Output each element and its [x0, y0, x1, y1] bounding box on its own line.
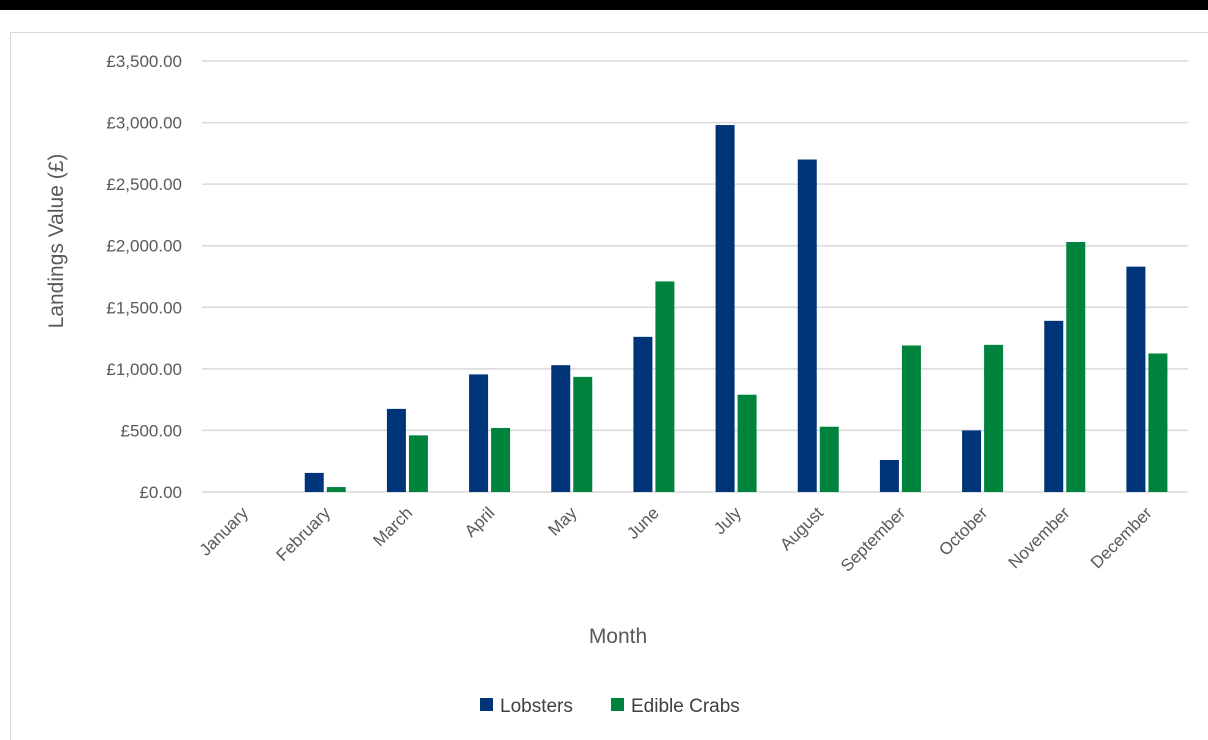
bar-edible-crabs-june: [655, 281, 675, 492]
y-tick-label: £0.00: [139, 483, 182, 502]
bar-edible-crabs-july: [737, 394, 757, 492]
bar-lobsters-august: [797, 159, 817, 492]
y-tick-label: £1,000.00: [106, 360, 182, 379]
x-tick-label: June: [623, 503, 663, 543]
bar-edible-crabs-september: [901, 345, 921, 492]
bar-lobsters-october: [962, 430, 982, 492]
bar-edible-crabs-august: [819, 426, 839, 492]
y-tick-label: £3,500.00: [106, 52, 182, 71]
bar-edible-crabs-november: [1066, 242, 1086, 492]
bar-lobsters-june: [633, 336, 653, 492]
x-tick-label: September: [837, 503, 909, 575]
bar-edible-crabs-december: [1148, 353, 1168, 492]
bar-lobsters-july: [715, 125, 735, 492]
legend-label-edible-crabs: Edible Crabs: [631, 696, 740, 717]
legend-label-lobsters: Lobsters: [500, 696, 573, 717]
x-tick-label: November: [1005, 503, 1074, 572]
bar-edible-crabs-april: [491, 427, 511, 492]
gridlines: [202, 60, 1188, 493]
x-tick-label: April: [461, 503, 498, 540]
bar-lobsters-march: [386, 408, 406, 492]
x-tick-label: December: [1087, 503, 1156, 572]
bar-lobsters-may: [551, 365, 571, 492]
bar-lobsters-september: [879, 459, 899, 492]
bar-edible-crabs-february: [326, 487, 346, 492]
x-tick-label: January: [196, 503, 253, 560]
bar-lobsters-february: [304, 472, 324, 492]
x-tick-label: March: [369, 503, 416, 550]
y-tick-label: £2,000.00: [106, 237, 182, 256]
x-tick-label: May: [544, 503, 580, 539]
chart-frame: [10, 32, 1208, 740]
bar-edible-crabs-october: [984, 344, 1004, 492]
bar-lobsters-november: [1044, 320, 1064, 492]
legend-swatch-lobsters: [480, 698, 493, 711]
bar-lobsters-december: [1126, 266, 1146, 492]
x-tick-label: July: [710, 503, 745, 538]
y-tick-label: £3,000.00: [106, 114, 182, 133]
bar-edible-crabs-may: [573, 376, 593, 492]
bars: [304, 125, 1168, 492]
y-tick-label: £1,500.00: [106, 298, 182, 317]
x-axis-title: Month: [589, 625, 647, 648]
x-tick-label: February: [273, 503, 335, 565]
y-axis-title: Landings Value (£): [45, 154, 68, 329]
x-tick-label: August: [776, 503, 827, 554]
x-tick-label: October: [935, 503, 991, 559]
x-tick-labels: January February March April May June July Augu…: [196, 503, 1156, 576]
y-tick-labels: £0.00 £500.00 £1,000.00 £1,500.00 £2,000.00 £…: [106, 52, 182, 502]
legend-swatch-edible-crabs: [611, 698, 624, 711]
y-tick-label: £500.00: [121, 421, 182, 440]
legend: Lobsters Edible Crabs: [480, 696, 740, 717]
bar-lobsters-april: [469, 374, 489, 492]
top-rule: [0, 0, 1208, 10]
y-tick-label: £2,500.00: [106, 175, 182, 194]
bar-edible-crabs-march: [408, 435, 428, 492]
